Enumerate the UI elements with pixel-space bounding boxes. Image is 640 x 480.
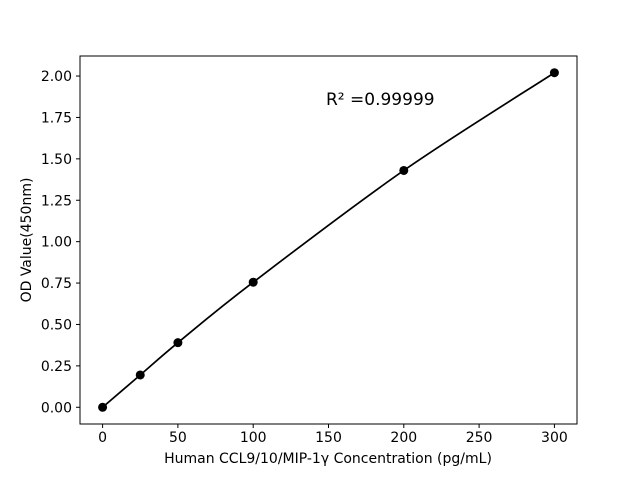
y-tick-label: 0.50 bbox=[41, 317, 72, 333]
data-point-marker bbox=[135, 370, 145, 380]
data-point-marker bbox=[98, 402, 108, 412]
y-tick-label: 2.00 bbox=[41, 69, 72, 85]
x-tick-label: 250 bbox=[466, 430, 493, 446]
y-axis-label: OD Value(450nm) bbox=[19, 177, 35, 303]
data-point-marker bbox=[399, 165, 409, 175]
x-tick-label: 200 bbox=[390, 430, 417, 446]
standard-curve-line bbox=[102, 72, 555, 408]
y-tick-label: 0.75 bbox=[41, 276, 72, 292]
r-squared-annotation: R² =0.99999 bbox=[326, 90, 435, 110]
y-tick-label: 1.25 bbox=[41, 193, 72, 209]
x-tick-label: 0 bbox=[98, 430, 107, 446]
y-tick-label: 1.00 bbox=[41, 235, 72, 251]
y-tick-label: 1.50 bbox=[41, 152, 72, 168]
x-tick-label: 150 bbox=[315, 430, 342, 446]
x-axis-label: Human CCL9/10/MIP-1γ Concentration (pg/m… bbox=[164, 451, 492, 467]
x-tick-label: 50 bbox=[169, 430, 187, 446]
y-tick-label: 0.00 bbox=[41, 400, 72, 416]
x-tick-label: 100 bbox=[240, 430, 267, 446]
y-tick-label: 0.25 bbox=[41, 359, 72, 375]
y-tick-label: 1.75 bbox=[41, 110, 72, 126]
plot-frame bbox=[79, 55, 578, 425]
data-point-marker bbox=[549, 68, 559, 78]
data-point-marker bbox=[173, 338, 183, 348]
data-point-marker bbox=[248, 277, 258, 287]
x-tick-label: 300 bbox=[541, 430, 568, 446]
